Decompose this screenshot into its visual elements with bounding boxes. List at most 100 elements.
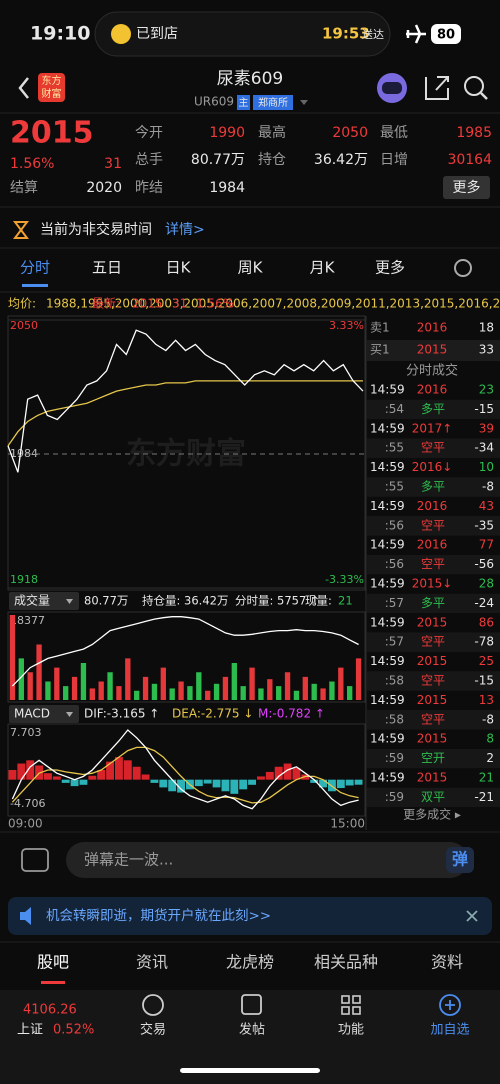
trade-time: 14:59 [370, 693, 405, 707]
avg-label: 均价: [8, 297, 36, 311]
assistant-face [382, 82, 402, 94]
nav-item[interactable]: 功能 [338, 1023, 364, 1038]
island-text: 已到店 [136, 26, 178, 42]
macd-bar [115, 757, 123, 780]
volume-bar [18, 658, 24, 700]
macd-selector[interactable] [9, 705, 79, 723]
danmaku-label: 弹 [452, 850, 468, 869]
macd-bar [274, 766, 283, 780]
delivery-icon [111, 24, 131, 44]
last: 2015 [132, 297, 163, 311]
comment-input[interactable] [66, 842, 468, 878]
nav-item[interactable]: 发帖 [239, 1022, 265, 1038]
period-tab[interactable]: 月K [310, 259, 336, 277]
change: 31 [104, 156, 122, 172]
volume-bar [89, 688, 95, 700]
volume-bar [231, 662, 237, 700]
trade-volume: 86 [479, 615, 494, 629]
y-tick-label: 1918 [10, 573, 38, 586]
trade-time: 14:59 [370, 732, 405, 746]
exchange-bg [253, 95, 293, 110]
period-tab[interactable]: 周K [238, 259, 264, 277]
bid-row-bg [367, 340, 500, 361]
trade-time: 14:59 [370, 615, 405, 629]
price-frame [7, 315, 366, 591]
trade-delta: -56 [474, 557, 494, 571]
notice-link[interactable]: 详情> [165, 222, 205, 238]
macd-bar [141, 774, 150, 780]
price-line [7, 329, 364, 473]
more-button[interactable] [443, 176, 490, 199]
volume-bar [178, 681, 184, 700]
volume-bar [249, 667, 255, 700]
volume-selector[interactable] [9, 592, 79, 610]
trade-action: 多平 [421, 402, 445, 416]
open-interest-line [11, 616, 359, 687]
badge-bg [237, 95, 250, 110]
field-value: 36.42万 [314, 152, 368, 168]
trade-icon [142, 994, 164, 1016]
dea: DEA:-2.775 ↓ [172, 707, 253, 721]
trade-action: 空平 [421, 518, 445, 532]
nav-item[interactable]: 交易 [140, 1022, 166, 1038]
trade-row-bg [367, 438, 500, 458]
macd-bar [123, 760, 132, 780]
period-tab[interactable]: 五日 [92, 259, 122, 277]
last-change: 31 [172, 297, 187, 311]
danmaku-toggle[interactable] [21, 848, 49, 872]
add-watch-icon [439, 994, 461, 1016]
volume-info: 持仓量: 36.42万 [142, 594, 228, 608]
dropdown-arrow [66, 599, 73, 604]
settings-icon[interactable] [454, 259, 472, 277]
period-tab[interactable]: 分时 [20, 259, 50, 277]
trade-price: 2017↑ [412, 421, 453, 435]
home-indicator [180, 1068, 320, 1073]
close-banner[interactable] [466, 910, 478, 922]
index-value: 4106.26 [23, 1003, 77, 1018]
trade-price: 2015 [417, 615, 448, 629]
dea-line [11, 746, 359, 804]
search-icon[interactable] [464, 76, 484, 96]
logo-text: 东方 [42, 74, 62, 87]
more-trades[interactable]: 更多成交 ▸ [403, 807, 461, 822]
volume-bar [134, 690, 140, 700]
trade-delta: -8 [482, 480, 494, 494]
volume-bar [45, 681, 51, 700]
content-tab[interactable]: 股吧 [37, 953, 69, 972]
volume-frame [7, 611, 366, 703]
volume-bar [116, 686, 122, 700]
volume-bar [355, 658, 362, 700]
trade-row-bg [367, 477, 500, 497]
back-button[interactable] [18, 77, 29, 99]
volume-bar [160, 667, 166, 700]
trade-delta: -34 [474, 441, 494, 455]
trade-delta: -15 [474, 674, 494, 688]
book-volume: 18 [479, 321, 494, 335]
danmaku-button[interactable] [446, 847, 474, 873]
macd-bar [61, 779, 70, 783]
dynamic-island [94, 11, 391, 57]
volume-title: 成交量 [14, 593, 50, 608]
content-tab[interactable]: 资料 [431, 953, 463, 972]
content-tab[interactable]: 龙虎榜 [226, 953, 274, 972]
banner[interactable] [8, 897, 492, 935]
dropdown-arrow[interactable] [300, 100, 308, 105]
nav-item[interactable]: 加自选 [430, 1023, 469, 1038]
share-icon[interactable] [425, 76, 449, 100]
content-tab[interactable]: 资讯 [136, 953, 168, 972]
trade-volume: 13 [479, 693, 494, 707]
index-name: 上证 [17, 1023, 43, 1038]
volume-bar [27, 672, 33, 700]
y-tick-label: -4.706 [10, 797, 45, 810]
macd-bar [132, 766, 141, 780]
volume-bar [54, 667, 60, 700]
y-tick-label: 18377 [10, 614, 45, 627]
period-tab[interactable]: 日K [166, 259, 192, 277]
content-tab[interactable]: 相关品种 [314, 953, 378, 972]
macd-bar [26, 760, 35, 780]
eta: 19:53 [322, 25, 370, 43]
macd-bar [319, 779, 327, 788]
macd-frame [7, 723, 366, 817]
period-tab[interactable]: 更多 [375, 259, 405, 277]
